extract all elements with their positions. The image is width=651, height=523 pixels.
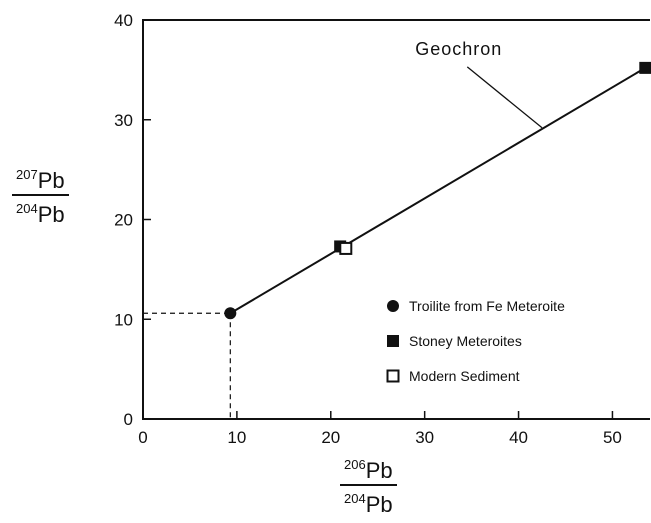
x-tick-label: 30 [415, 428, 434, 447]
fit-lines [229, 67, 646, 315]
y-tick-label: 10 [114, 310, 133, 329]
data-point [339, 241, 353, 255]
legend-marker [387, 335, 399, 347]
x-tick-label: 0 [138, 428, 147, 447]
x-tick-label: 40 [509, 428, 528, 447]
x-tick-label: 50 [603, 428, 622, 447]
geochron-pointer [466, 66, 543, 129]
geochron-line [229, 67, 646, 315]
legend-entry: Stoney Meteroites [409, 333, 522, 349]
data-points [224, 61, 651, 320]
reference-lines [143, 312, 231, 419]
legend-entry: Modern Sediment [409, 368, 520, 384]
x-tick-label: 10 [227, 428, 246, 447]
legend: Troilite from Fe Meteroite Stoney Meteroi… [386, 298, 565, 384]
axis-frame [142, 19, 650, 420]
y-tick-label: 30 [114, 111, 133, 130]
y-tick-label: 20 [114, 211, 133, 230]
geochron-label: Geochron [415, 39, 502, 59]
annotation: Geochron [415, 39, 543, 129]
y-tick-label: 0 [124, 410, 133, 429]
axis-ticks: 0 10 20 30 40 50 0 10 20 30 40 [114, 11, 622, 447]
legend-entry: Troilite from Fe Meteroite [409, 298, 565, 314]
legend-marker [387, 300, 399, 312]
y-tick-label: 40 [114, 11, 133, 30]
data-point [639, 61, 651, 74]
legend-marker [386, 369, 400, 383]
x-axis-label: 206Pb 204Pb [340, 452, 397, 518]
plot-frame [142, 19, 650, 420]
y-axis-label: 207Pb 204Pb [12, 162, 69, 228]
x-tick-label: 20 [321, 428, 340, 447]
data-point [224, 307, 237, 320]
